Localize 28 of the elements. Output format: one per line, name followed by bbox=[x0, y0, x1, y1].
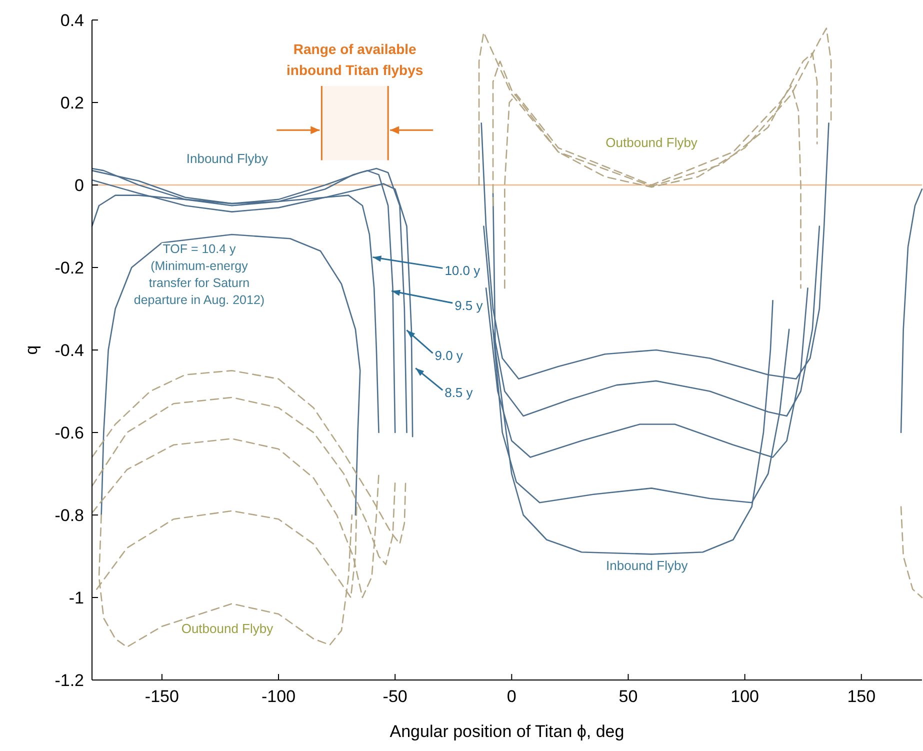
y-tick-label: -1 bbox=[68, 588, 84, 608]
x-tick-label: 0 bbox=[506, 687, 516, 706]
annotation: Outbound Flyby bbox=[181, 620, 274, 636]
x-axis-title: Angular position of Titan ϕ, deg bbox=[390, 722, 624, 741]
y-tick-label: 0.2 bbox=[60, 94, 84, 112]
y-tick-label: 0 bbox=[74, 176, 84, 195]
x-tick-label: 150 bbox=[847, 687, 876, 706]
y-tick-label: -0.6 bbox=[54, 424, 84, 442]
x-tick-label: -150 bbox=[144, 687, 179, 706]
y-tick-label: -0.8 bbox=[54, 506, 84, 525]
annotation: 8.5 y bbox=[444, 385, 474, 400]
annotation: Inbound Flyby bbox=[186, 151, 269, 166]
annotation: TOF = 10.4 y (Minimum-energy transfer for Saturn departure in Aug. 2012) bbox=[134, 242, 265, 308]
band-label: Range of available inbound Titan flybys bbox=[286, 41, 424, 78]
y-tick-label: -1.2 bbox=[54, 671, 84, 690]
x-tick-label: -50 bbox=[382, 687, 408, 706]
annotation: Inbound Flyby bbox=[606, 558, 688, 573]
x-tick-label: 100 bbox=[730, 687, 759, 706]
annotation: 10.0 y bbox=[444, 263, 481, 278]
y-tick-label: -0.4 bbox=[54, 341, 84, 360]
x-tick-label: 50 bbox=[618, 687, 638, 706]
annotation: 9.5 y bbox=[454, 298, 484, 314]
y-tick-label: -0.2 bbox=[54, 258, 84, 278]
x-tick-label: -100 bbox=[262, 687, 296, 706]
y-tick-label: 0.4 bbox=[60, 11, 84, 30]
annotation: 9.0 y bbox=[434, 348, 464, 364]
annotation: Outbound Flyby bbox=[606, 135, 698, 150]
y-axis-title: q bbox=[22, 345, 41, 355]
